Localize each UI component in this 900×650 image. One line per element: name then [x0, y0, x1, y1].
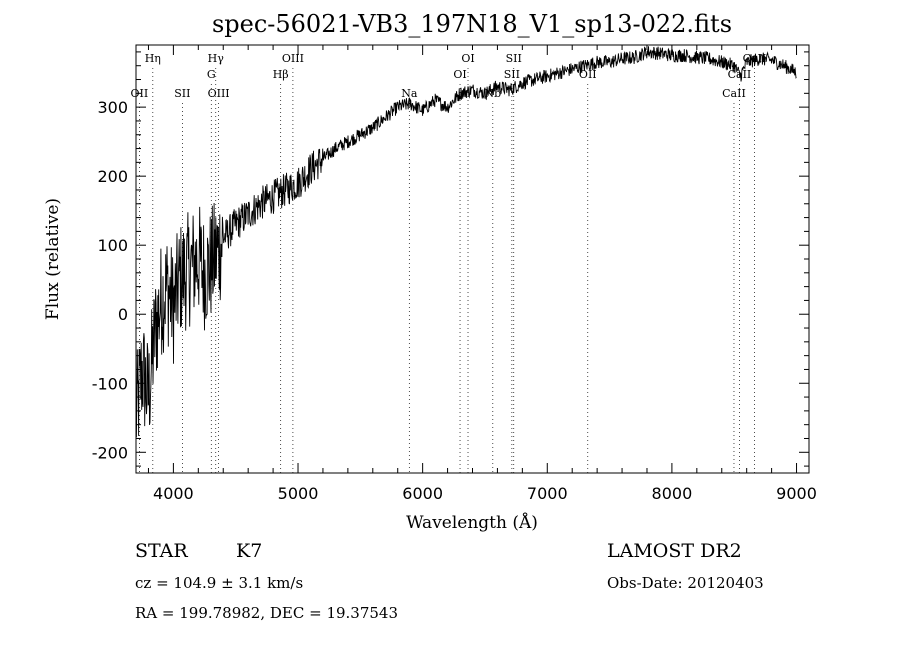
x-tick-label: 8000: [652, 484, 693, 503]
x-tick-label: 4000: [153, 484, 194, 503]
x-tick-label: 6000: [402, 484, 443, 503]
chart-title: spec-56021-VB3_197N18_V1_sp13-022.fits: [212, 10, 732, 38]
observation-date: Obs-Date: 20120403: [607, 574, 764, 592]
plot-frame: [135, 44, 810, 474]
line-label: OI: [461, 52, 474, 65]
object-type: STAR: [135, 540, 188, 562]
x-axis: 4000 5000 6000 7000 8000 9000: [147, 45, 817, 503]
coordinates: RA = 199.78982, DEC = 19.37543: [135, 604, 399, 622]
y-tick-label: 200: [97, 167, 128, 186]
x-tick-label: 9000: [776, 484, 817, 503]
redshift-velocity: cz = 104.9 ± 3.1 km/s: [135, 574, 304, 592]
survey-name: LAMOST DR2: [607, 540, 742, 562]
y-axis: -200 -100 0 100 200 300: [92, 51, 809, 467]
line-label: Hγ: [208, 52, 225, 65]
line-label: OII: [579, 68, 597, 81]
line-label: Hβ: [273, 68, 289, 81]
object-subclass: K7: [236, 540, 263, 562]
y-tick-label: 300: [97, 98, 128, 117]
line-label: Na: [401, 87, 418, 100]
line-label: OIII: [282, 52, 304, 65]
line-label: OIII: [208, 87, 230, 100]
y-tick-label: 0: [118, 305, 128, 324]
x-tick-label: 5000: [278, 484, 319, 503]
line-label: SII: [174, 87, 190, 100]
x-axis-label: Wavelength (Å): [406, 512, 538, 533]
line-label: G: [207, 68, 216, 81]
line-label: SII: [506, 52, 522, 65]
x-tick-label: 7000: [527, 484, 568, 503]
y-tick-label: -200: [92, 443, 128, 462]
y-axis-label: Flux (relative): [43, 198, 63, 320]
emission-line-markers: [139, 68, 755, 473]
y-tick-label: -100: [92, 374, 128, 393]
y-tick-label: 100: [97, 236, 128, 255]
line-label: OI: [453, 68, 466, 81]
flux-series: [135, 46, 797, 438]
line-label: SII: [504, 68, 520, 81]
flux-line: [135, 46, 797, 438]
line-label: Hη: [145, 52, 161, 65]
line-label: CaII: [722, 87, 746, 100]
